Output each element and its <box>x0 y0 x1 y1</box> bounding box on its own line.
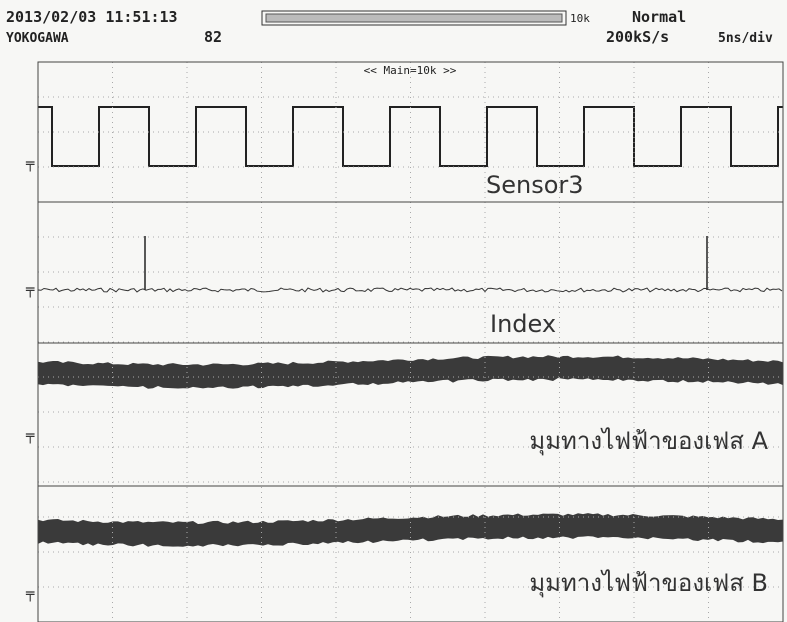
channel-label: มุมทางไฟฟ้าของเฟส B <box>529 569 768 598</box>
ground-marker: ╤ <box>25 428 35 444</box>
zoom-fill <box>266 14 562 22</box>
scope-display: 2013/02/03 11:51:13 YOKOGAWA 82 10k Norm… <box>0 0 787 622</box>
ground-marker: ╤ <box>25 586 35 602</box>
main-label: << Main=10k >> <box>364 64 457 77</box>
channel-label: Index <box>490 310 556 338</box>
channel-label: มุมทางไฟฟ้าของเฟส A <box>529 427 768 456</box>
count: 82 <box>204 28 222 46</box>
ground-marker: ╤ <box>25 156 35 172</box>
waveform <box>38 513 783 547</box>
mode: Normal <box>632 8 686 26</box>
scope-screen: 2013/02/03 11:51:13 YOKOGAWA 82 10k Norm… <box>0 0 787 622</box>
brand: YOKOGAWA <box>6 31 69 46</box>
datetime: 2013/02/03 11:51:13 <box>6 8 178 26</box>
time-div: 5ns/div <box>718 31 773 46</box>
zoom: 10k <box>570 12 590 25</box>
waveform <box>38 288 782 292</box>
waveform <box>38 355 783 389</box>
sample-rate: 200kS/s <box>606 28 669 46</box>
ground-marker: ╤ <box>25 282 35 298</box>
channel-label: Sensor3 <box>486 171 584 199</box>
